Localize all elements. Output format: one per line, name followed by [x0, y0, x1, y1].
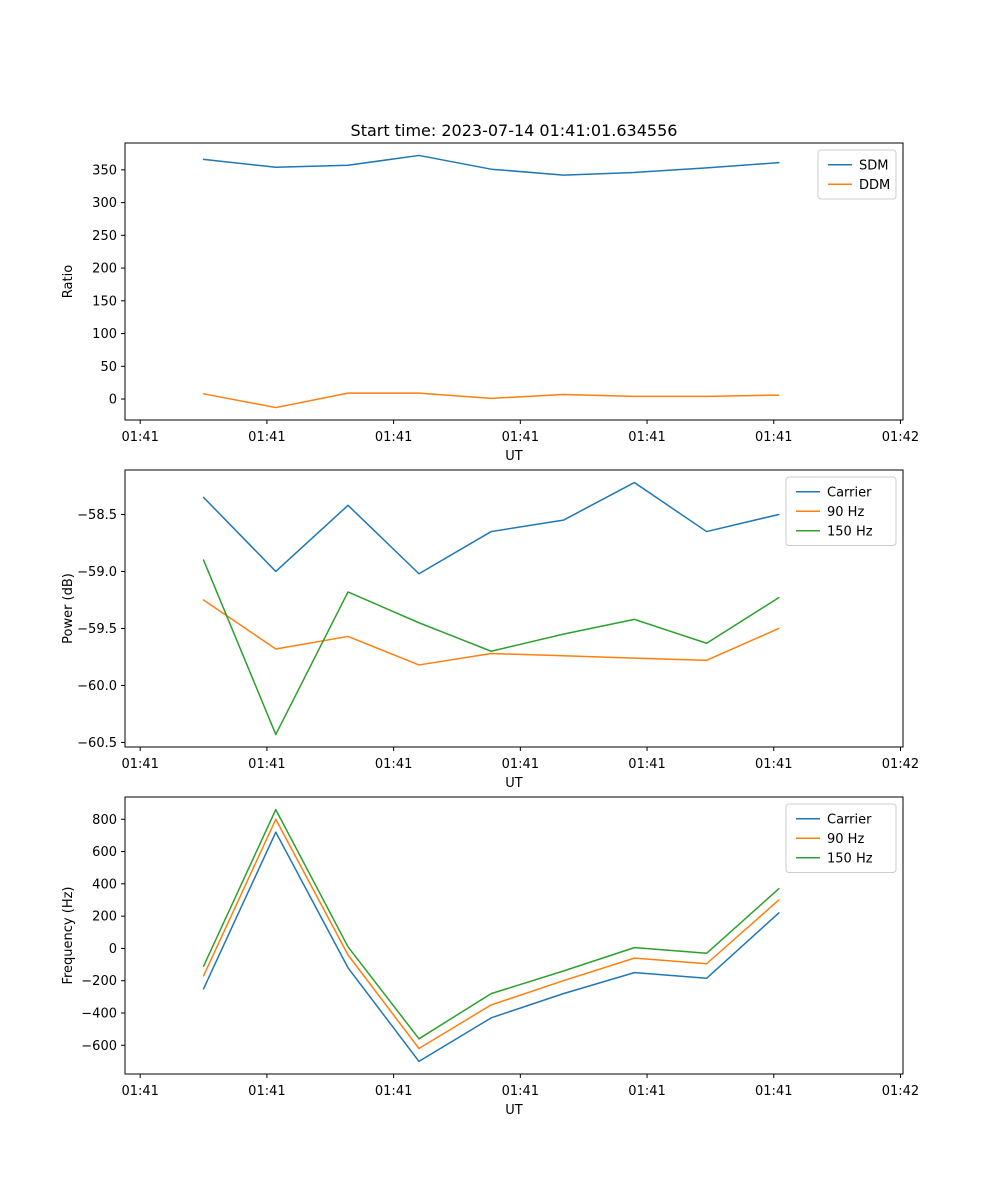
x-tick-label: 01:41 [248, 430, 285, 445]
x-tick-label: 01:41 [628, 757, 665, 772]
y-tick-label: 150 [92, 294, 117, 309]
y-axis-label: Frequency (Hz) [61, 886, 76, 984]
series-line-90-hz [202, 818, 780, 1050]
x-tick-label: 01:41 [248, 1084, 285, 1099]
x-tick-label: 01:41 [375, 757, 412, 772]
y-tick-label: 800 [92, 813, 117, 828]
y-tick-label: −58.5 [77, 508, 117, 523]
y-tick-label: 100 [92, 327, 117, 342]
y-axis-ticks: 0 50 100 150 200 250 300 350 [92, 163, 125, 408]
legend-label-90-hz: 90 Hz [827, 505, 864, 520]
y-axis-label: Power (dB) [61, 573, 76, 644]
y-tick-label: −200 [81, 974, 117, 989]
y-tick-label: −600 [81, 1039, 117, 1054]
legend-label-carrier: Carrier [827, 812, 872, 827]
power-chart: −60.5−60.0−59.5−59.0−58.501:41 01:41 01:41… [61, 469, 919, 791]
x-tick-label: 01:41 [121, 1084, 158, 1099]
x-axis-ticks: 01:41 01:41 01:41 01:41 01:41 01:41 01:42 [121, 1074, 919, 1099]
y-axis-label: Ratio [61, 265, 76, 298]
series-line-150-hz [202, 808, 780, 1040]
series-line-carrier [202, 831, 780, 1063]
legend-label-90-hz: 90 Hz [827, 832, 864, 847]
y-tick-label: 300 [92, 196, 117, 211]
y-tick-label: 200 [92, 262, 117, 277]
x-tick-label: 01:41 [121, 757, 158, 772]
legend-label-150-hz: 150 Hz [827, 524, 873, 539]
y-axis-ticks: −600 −400 −200 0 200 400 600 800 [81, 813, 125, 1054]
legend-label-carrier: Carrier [827, 485, 872, 500]
y-tick-label: −60.0 [77, 679, 117, 694]
series-line-sdm [202, 154, 780, 176]
legend-box [785, 803, 897, 873]
x-tick-label: 01:41 [502, 430, 539, 445]
legend-box [817, 149, 897, 200]
y-tick-label: 350 [92, 163, 117, 178]
x-tick-label: 01:41 [121, 430, 158, 445]
y-axis-ticks: −60.5 −60.0 −59.5 −59.0 −58.5 [77, 508, 125, 751]
series-line-carrier [202, 481, 780, 575]
legend: Carrier 90 Hz 150 Hz [785, 476, 897, 546]
x-axis-label: UT [505, 449, 523, 464]
legend: SDM DDM [817, 149, 897, 200]
x-tick-label: 01:41 [248, 757, 285, 772]
x-axis-label: UT [505, 776, 523, 791]
y-tick-label: −59.5 [77, 622, 117, 637]
y-tick-label: 200 [92, 910, 117, 925]
x-tick-label: 01:41 [628, 1084, 665, 1099]
y-tick-label: 50 [100, 360, 117, 375]
x-axis-ticks: 01:41 01:41 01:41 01:41 01:41 01:41 01:42 [121, 747, 919, 772]
y-tick-label: 400 [92, 877, 117, 892]
x-axis-ticks: 01:41 01:41 01:41 01:41 01:41 01:41 01:42 [121, 420, 919, 445]
series-line-ddm [202, 392, 780, 409]
series-line-90-hz [202, 599, 780, 666]
legend: Carrier 90 Hz 150 Hz [785, 803, 897, 873]
chart-title: Start time: 2023-07-14 01:41:01.634556 [350, 121, 678, 140]
x-axis-label: UT [505, 1103, 523, 1118]
axes-frame [124, 142, 904, 421]
legend-box [785, 476, 897, 546]
y-tick-label: −60.5 [77, 736, 117, 751]
x-tick-label: 01:41 [502, 1084, 539, 1099]
x-tick-label: 01:42 [882, 757, 919, 772]
legend-label-sdm: SDM [859, 158, 888, 173]
x-tick-label: 01:41 [502, 757, 539, 772]
x-tick-label: 01:41 [375, 1084, 412, 1099]
x-tick-label: 01:41 [628, 430, 665, 445]
legend-label-150-hz: 150 Hz [827, 851, 873, 866]
y-tick-label: −59.0 [77, 565, 117, 580]
x-tick-label: 01:41 [375, 430, 412, 445]
y-tick-label: 250 [92, 229, 117, 244]
axes-frame [124, 469, 904, 748]
x-tick-label: 01:42 [882, 1084, 919, 1099]
x-tick-label: 01:41 [755, 757, 792, 772]
series-line-150-hz [202, 559, 780, 736]
x-tick-label: 01:41 [755, 430, 792, 445]
y-tick-label: 0 [109, 393, 117, 408]
legend-label-ddm: DDM [859, 178, 890, 193]
y-tick-label: 0 [109, 942, 117, 957]
axes-frame [124, 796, 904, 1075]
x-tick-label: 01:41 [755, 1084, 792, 1099]
y-tick-label: 600 [92, 845, 117, 860]
x-tick-label: 01:42 [882, 430, 919, 445]
y-tick-label: −400 [81, 1006, 117, 1021]
